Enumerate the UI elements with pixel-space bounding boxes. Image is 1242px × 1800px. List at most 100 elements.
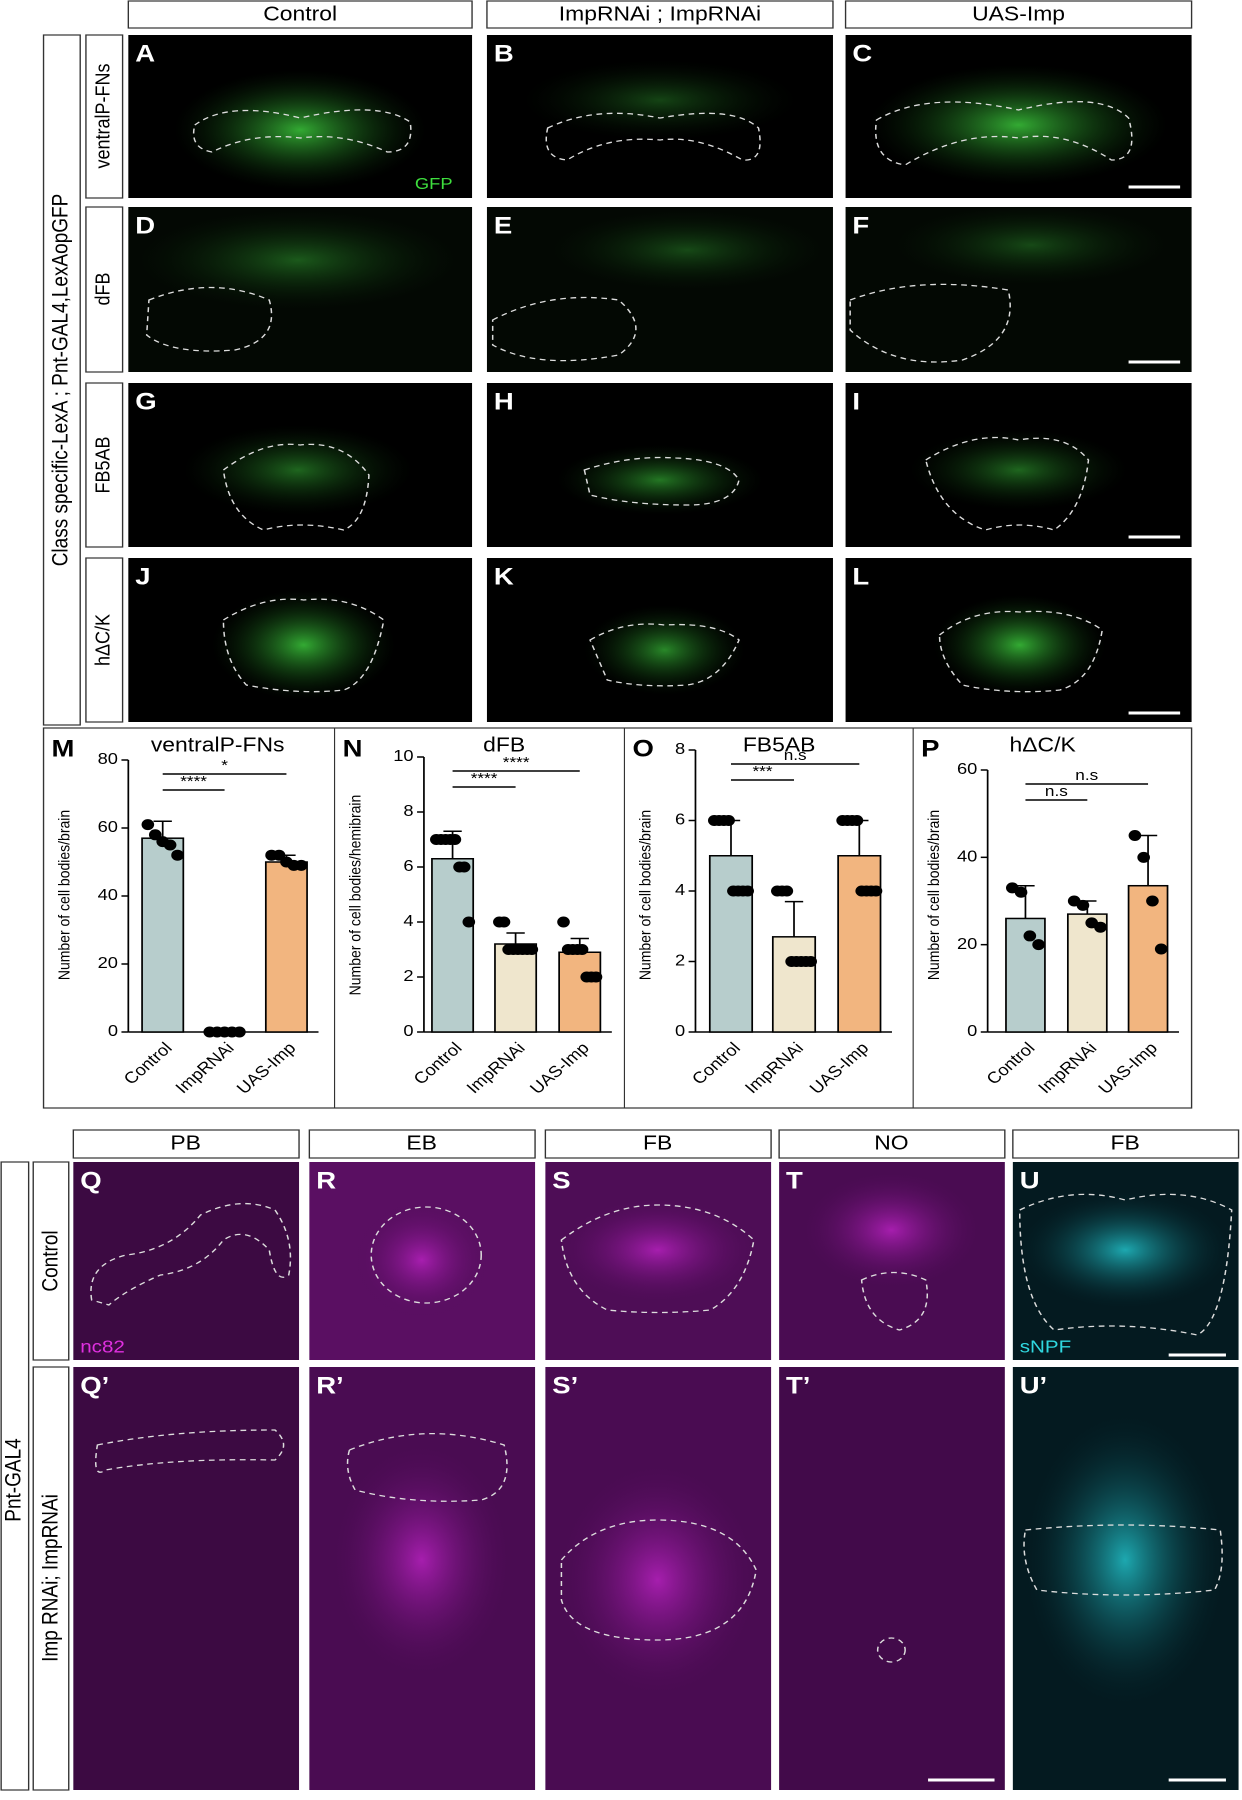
row-label: Imp RNAi; ImpRNAi xyxy=(39,1494,62,1662)
data-point xyxy=(163,839,177,851)
panel-letter: T’ xyxy=(786,1373,810,1399)
significance-label: n.s xyxy=(1045,783,1068,800)
panel-letter: T xyxy=(786,1168,803,1194)
panel-letter: N xyxy=(343,736,363,762)
significance-label: **** xyxy=(503,754,531,771)
top-images xyxy=(128,35,1192,722)
column-header: ImpRNAi ; ImpRNAi xyxy=(559,3,761,25)
image xyxy=(73,1367,300,1790)
row-label: hΔC/K xyxy=(92,614,115,666)
row-label: dFB xyxy=(92,273,115,306)
bar xyxy=(708,855,754,1033)
y-tick-label: 0 xyxy=(108,1021,118,1040)
y-tick-label: 0 xyxy=(967,1021,977,1040)
data-point xyxy=(1094,921,1107,933)
glow xyxy=(137,210,459,310)
data-point xyxy=(1032,939,1045,951)
column-header: Control xyxy=(263,3,337,25)
panel-letter: G xyxy=(135,389,156,415)
data-point xyxy=(869,885,883,897)
y-tick-label: 10 xyxy=(393,746,413,765)
bar xyxy=(141,837,185,1033)
panel-letter: S’ xyxy=(552,1373,578,1399)
header-box xyxy=(778,1129,1006,1159)
glow xyxy=(174,70,427,190)
y-tick-label: 80 xyxy=(98,749,118,768)
data-point xyxy=(780,885,794,897)
outline xyxy=(583,456,740,506)
y-tick-label: 8 xyxy=(675,739,685,758)
glow xyxy=(211,590,396,700)
bar xyxy=(1127,884,1169,1033)
significance-label: n.s xyxy=(784,747,807,764)
data-point xyxy=(575,944,589,955)
chart-title: dFB xyxy=(483,734,525,756)
stain-label: GFP xyxy=(415,174,453,193)
data-point xyxy=(1076,899,1090,911)
header-box xyxy=(1012,1129,1240,1159)
column-header: FB xyxy=(643,1132,672,1154)
side-label: Class specific-LexA ; Pnt-GAL4,LexAopGFP xyxy=(50,194,73,567)
outline xyxy=(860,1271,928,1331)
panel-letter: C xyxy=(852,41,872,67)
significance-label: * xyxy=(221,757,228,774)
y-axis-label: Number of cell bodies/brain xyxy=(56,810,74,980)
y-tick-label: 8 xyxy=(403,801,413,820)
header-box xyxy=(544,1129,772,1159)
chart-title: FB5AB xyxy=(743,734,816,756)
row-box xyxy=(85,557,124,723)
stain-label: nc82 xyxy=(80,1337,125,1357)
data-point xyxy=(497,916,511,928)
outline xyxy=(938,610,1104,693)
outline xyxy=(849,283,1011,363)
glow xyxy=(909,430,1128,510)
significance-label: **** xyxy=(180,773,208,790)
chart-title: hΔC/K xyxy=(1010,734,1077,756)
data-point xyxy=(1014,886,1028,898)
y-tick-label: 60 xyxy=(98,817,118,836)
glow xyxy=(1016,1190,1234,1310)
column-header: PB xyxy=(170,1132,201,1154)
chart-title: ventralP-FNs xyxy=(151,734,285,756)
y-axis-label: Number of cell bodies/hemibrain xyxy=(347,795,365,996)
outline xyxy=(94,1429,285,1473)
glow xyxy=(554,1195,761,1305)
outline xyxy=(192,109,412,153)
panel-letter: H xyxy=(494,389,514,415)
glow xyxy=(352,1200,491,1320)
panel-letter: Q xyxy=(80,1168,101,1194)
significance-label: n.s xyxy=(1075,767,1098,784)
header-box xyxy=(308,1129,536,1159)
panel-letter: I xyxy=(852,389,860,415)
panel-letter: P xyxy=(921,736,939,762)
y-tick-label: 20 xyxy=(957,934,977,953)
panel-letter: J xyxy=(135,564,150,590)
row-box xyxy=(85,34,124,199)
row-box xyxy=(85,206,124,373)
outline xyxy=(924,436,1090,531)
outline xyxy=(545,112,761,161)
side-box xyxy=(42,34,81,726)
row-label: FB5AB xyxy=(92,437,115,494)
outline xyxy=(876,1637,906,1663)
glow xyxy=(799,1170,984,1290)
data-point xyxy=(741,885,754,897)
data-point xyxy=(448,834,462,845)
panel-letter: L xyxy=(852,564,869,590)
panel-letter: S xyxy=(552,1168,570,1194)
panel-letter: R xyxy=(316,1168,336,1194)
glow xyxy=(183,425,413,515)
stain-label: sNPF xyxy=(1020,1337,1072,1357)
column-header: NO xyxy=(874,1132,908,1154)
glow xyxy=(933,595,1106,695)
glow xyxy=(329,1440,514,1680)
data-point xyxy=(804,956,818,967)
panel-letter: F xyxy=(852,213,869,239)
data-point xyxy=(850,815,864,826)
data-point xyxy=(589,971,603,983)
side-box xyxy=(0,1161,30,1791)
column-header: FB xyxy=(1110,1132,1139,1154)
panel-letter: A xyxy=(135,41,155,67)
